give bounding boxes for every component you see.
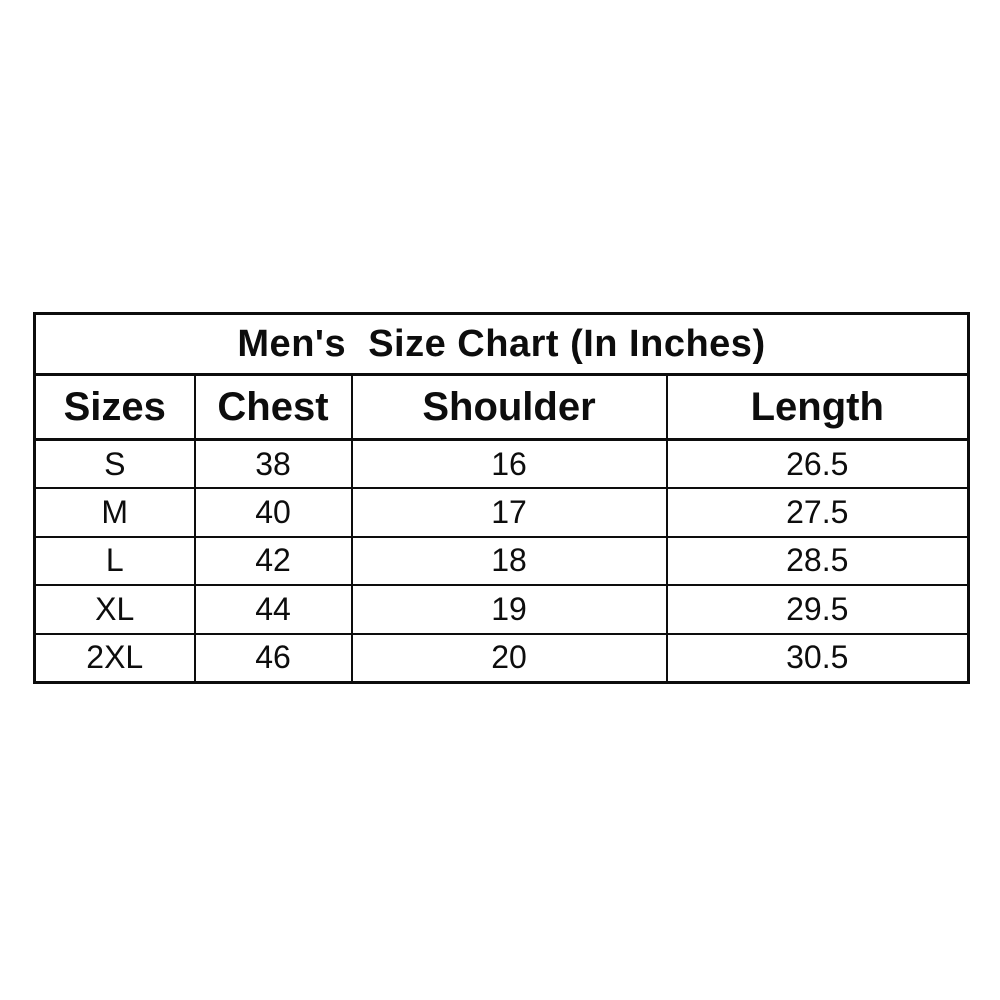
cell-chest: 38 [193, 438, 353, 490]
table-header-row: Sizes Chest Shoulder Length [33, 373, 970, 441]
cell-size: L [33, 535, 196, 587]
cell-chest: 44 [193, 584, 353, 635]
table-row: S 38 16 26.5 [33, 438, 970, 490]
column-header-shoulder: Shoulder [350, 373, 668, 441]
cell-length: 26.5 [665, 438, 970, 490]
column-header-length: Length [665, 373, 970, 441]
table-title-row: Men's Size Chart (In Inches) [33, 312, 970, 376]
cell-shoulder: 19 [350, 584, 668, 635]
cell-shoulder: 16 [350, 438, 668, 490]
cell-size: XL [33, 584, 196, 635]
table-row: 2XL 46 20 30.5 [33, 632, 970, 684]
table-row: XL 44 19 29.5 [33, 584, 970, 635]
cell-shoulder: 18 [350, 535, 668, 587]
cell-chest: 40 [193, 487, 353, 538]
table-title: Men's Size Chart (In Inches) [33, 312, 970, 376]
cell-length: 27.5 [665, 487, 970, 538]
column-header-sizes: Sizes [33, 373, 196, 441]
table-row: L 42 18 28.5 [33, 535, 970, 587]
cell-shoulder: 17 [350, 487, 668, 538]
table-row: M 40 17 27.5 [33, 487, 970, 538]
size-chart-table: Men's Size Chart (In Inches) Sizes Chest… [33, 312, 970, 684]
cell-length: 28.5 [665, 535, 970, 587]
cell-size: 2XL [33, 632, 196, 684]
cell-chest: 46 [193, 632, 353, 684]
column-header-chest: Chest [193, 373, 353, 441]
cell-size: M [33, 487, 196, 538]
cell-shoulder: 20 [350, 632, 668, 684]
cell-length: 30.5 [665, 632, 970, 684]
cell-size: S [33, 438, 196, 490]
cell-chest: 42 [193, 535, 353, 587]
cell-length: 29.5 [665, 584, 970, 635]
